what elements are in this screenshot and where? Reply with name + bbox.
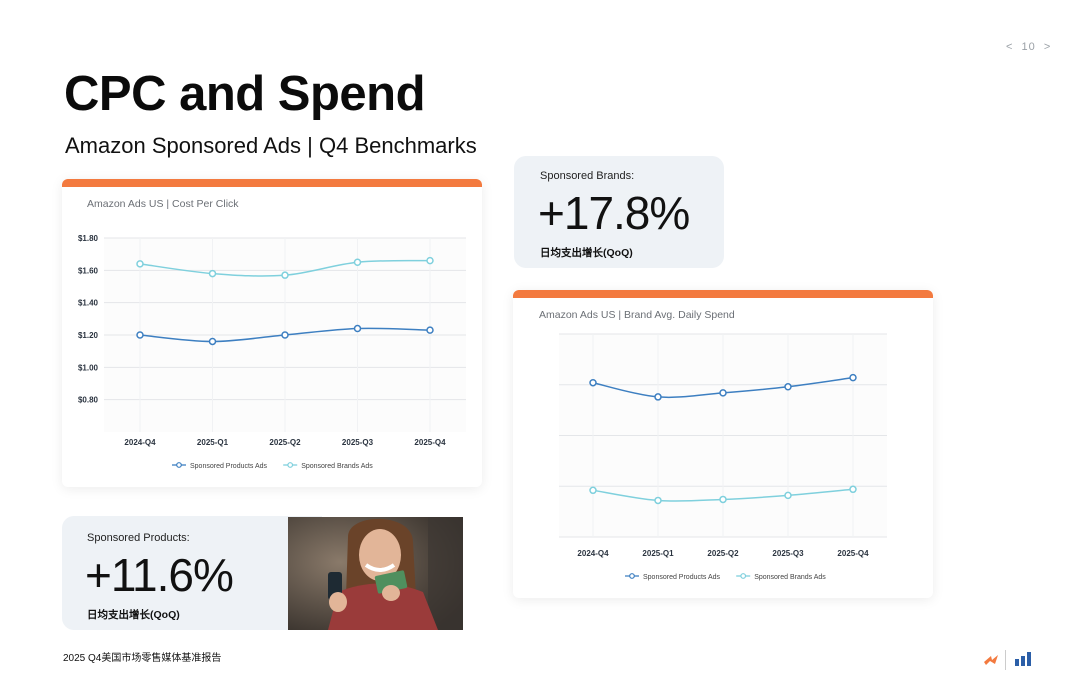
y-tick-label: $0.80: [78, 396, 99, 405]
x-tick-label: 2024-Q4: [124, 438, 156, 447]
y-tick-label: $1.60: [78, 266, 99, 275]
report-footer: 2025 Q4美国市场零售媒体基准报告: [63, 653, 222, 664]
data-point: [136, 260, 144, 268]
x-tick-label: 2025-Q2: [707, 549, 739, 558]
legend-item: Sponsored Brands Ads: [736, 573, 826, 581]
data-point: [281, 331, 289, 339]
stat-value: +17.8%: [538, 187, 690, 239]
data-point: [784, 491, 792, 500]
y-tick-label: $1.40: [78, 299, 99, 308]
page-navigator: < 10 >: [1004, 41, 1053, 53]
data-point: [654, 496, 662, 505]
data-point: [719, 389, 727, 397]
cpc-line-chart: $1.80 $1.60 $1.40 $1.20 $1.00 $0.80 2024-Q4 202…: [78, 234, 466, 470]
y-tick-label: $1.80: [78, 234, 99, 243]
card-accent-bar: [62, 179, 482, 187]
daily-spend-line-chart: 2024-Q4 2025-Q1 2025-Q2 2025-Q3 2025-Q4 Spons…: [559, 333, 887, 581]
logo-divider: [1005, 650, 1006, 670]
legend-label: Sponsored Products Ads: [190, 463, 268, 470]
woman-shopping-photo: [288, 517, 463, 630]
legend-item: Sponsored Products Ads: [625, 573, 721, 581]
data-point: [136, 331, 144, 339]
partner-logo-icon: [1015, 652, 1033, 671]
x-tick-label: 2025-Q4: [414, 438, 446, 447]
prev-page-button[interactable]: <: [1006, 41, 1014, 53]
legend-label: Sponsored Products Ads: [643, 574, 721, 581]
x-tick-label: 2025-Q1: [642, 549, 674, 558]
data-point: [784, 383, 792, 391]
data-point: [353, 258, 362, 266]
data-point: [208, 337, 217, 346]
data-point: [849, 485, 857, 494]
data-point: [426, 326, 434, 334]
x-tick-label: 2025-Q2: [269, 438, 301, 447]
daily-spend-chart-card: Amazon Ads US | Brand Avg. Daily Spend 2…: [513, 290, 933, 598]
stat-value: +11.6%: [85, 549, 234, 601]
next-page-button[interactable]: >: [1043, 41, 1052, 53]
x-tick-label: 2025-Q3: [772, 549, 804, 558]
x-tick-label: 2025-Q4: [837, 549, 869, 558]
data-point: [719, 495, 727, 504]
chart-title: Amazon Ads US | Brand Avg. Daily Spend: [539, 309, 735, 321]
data-point: [426, 256, 434, 265]
legend-item: Sponsored Products Ads: [172, 462, 268, 470]
page-number: 10: [1021, 41, 1036, 53]
x-tick-label: 2025-Q1: [197, 438, 229, 447]
page-title: CPC and Spend: [64, 67, 426, 121]
stat-subtitle: 日均支出增长(QoQ): [540, 247, 633, 259]
stat-label: Sponsored Brands:: [540, 170, 635, 182]
chart-title: Amazon Ads US | Cost Per Click: [87, 198, 239, 210]
legend-label: Sponsored Brands Ads: [301, 463, 373, 470]
data-point: [654, 393, 662, 401]
brand-logo-icon: [983, 652, 999, 671]
data-point: [589, 486, 597, 495]
data-point: [353, 324, 362, 333]
legend-item: Sponsored Brands Ads: [283, 462, 373, 470]
y-tick-label: $1.00: [78, 363, 99, 372]
data-point: [849, 373, 857, 382]
legend-label: Sponsored Brands Ads: [754, 574, 826, 581]
brands-stat-card: Sponsored Brands: +17.8% 日均支出增长(QoQ): [514, 156, 724, 268]
stat-label: Sponsored Products:: [87, 532, 190, 544]
data-point: [208, 269, 217, 278]
data-point: [589, 378, 597, 387]
page-subtitle: Amazon Sponsored Ads | Q4 Benchmarks: [65, 133, 477, 158]
products-stat-card: Sponsored Products: +11.6% 日均支出增长(QoQ): [62, 516, 322, 630]
data-point: [281, 271, 289, 279]
y-tick-label: $1.20: [78, 331, 99, 340]
x-tick-label: 2024-Q4: [577, 549, 609, 558]
x-tick-label: 2025-Q3: [342, 438, 374, 447]
cpc-chart-card: Amazon Ads US | Cost Per Click $1.80 $1.6…: [62, 179, 482, 487]
stat-subtitle: 日均支出增长(QoQ): [87, 609, 180, 621]
card-accent-bar: [513, 290, 933, 298]
